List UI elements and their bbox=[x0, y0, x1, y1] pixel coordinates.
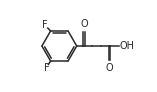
Text: F: F bbox=[42, 20, 48, 30]
Text: OH: OH bbox=[120, 41, 135, 51]
Text: O: O bbox=[106, 63, 113, 73]
Text: F: F bbox=[43, 63, 49, 73]
Text: O: O bbox=[80, 19, 88, 29]
